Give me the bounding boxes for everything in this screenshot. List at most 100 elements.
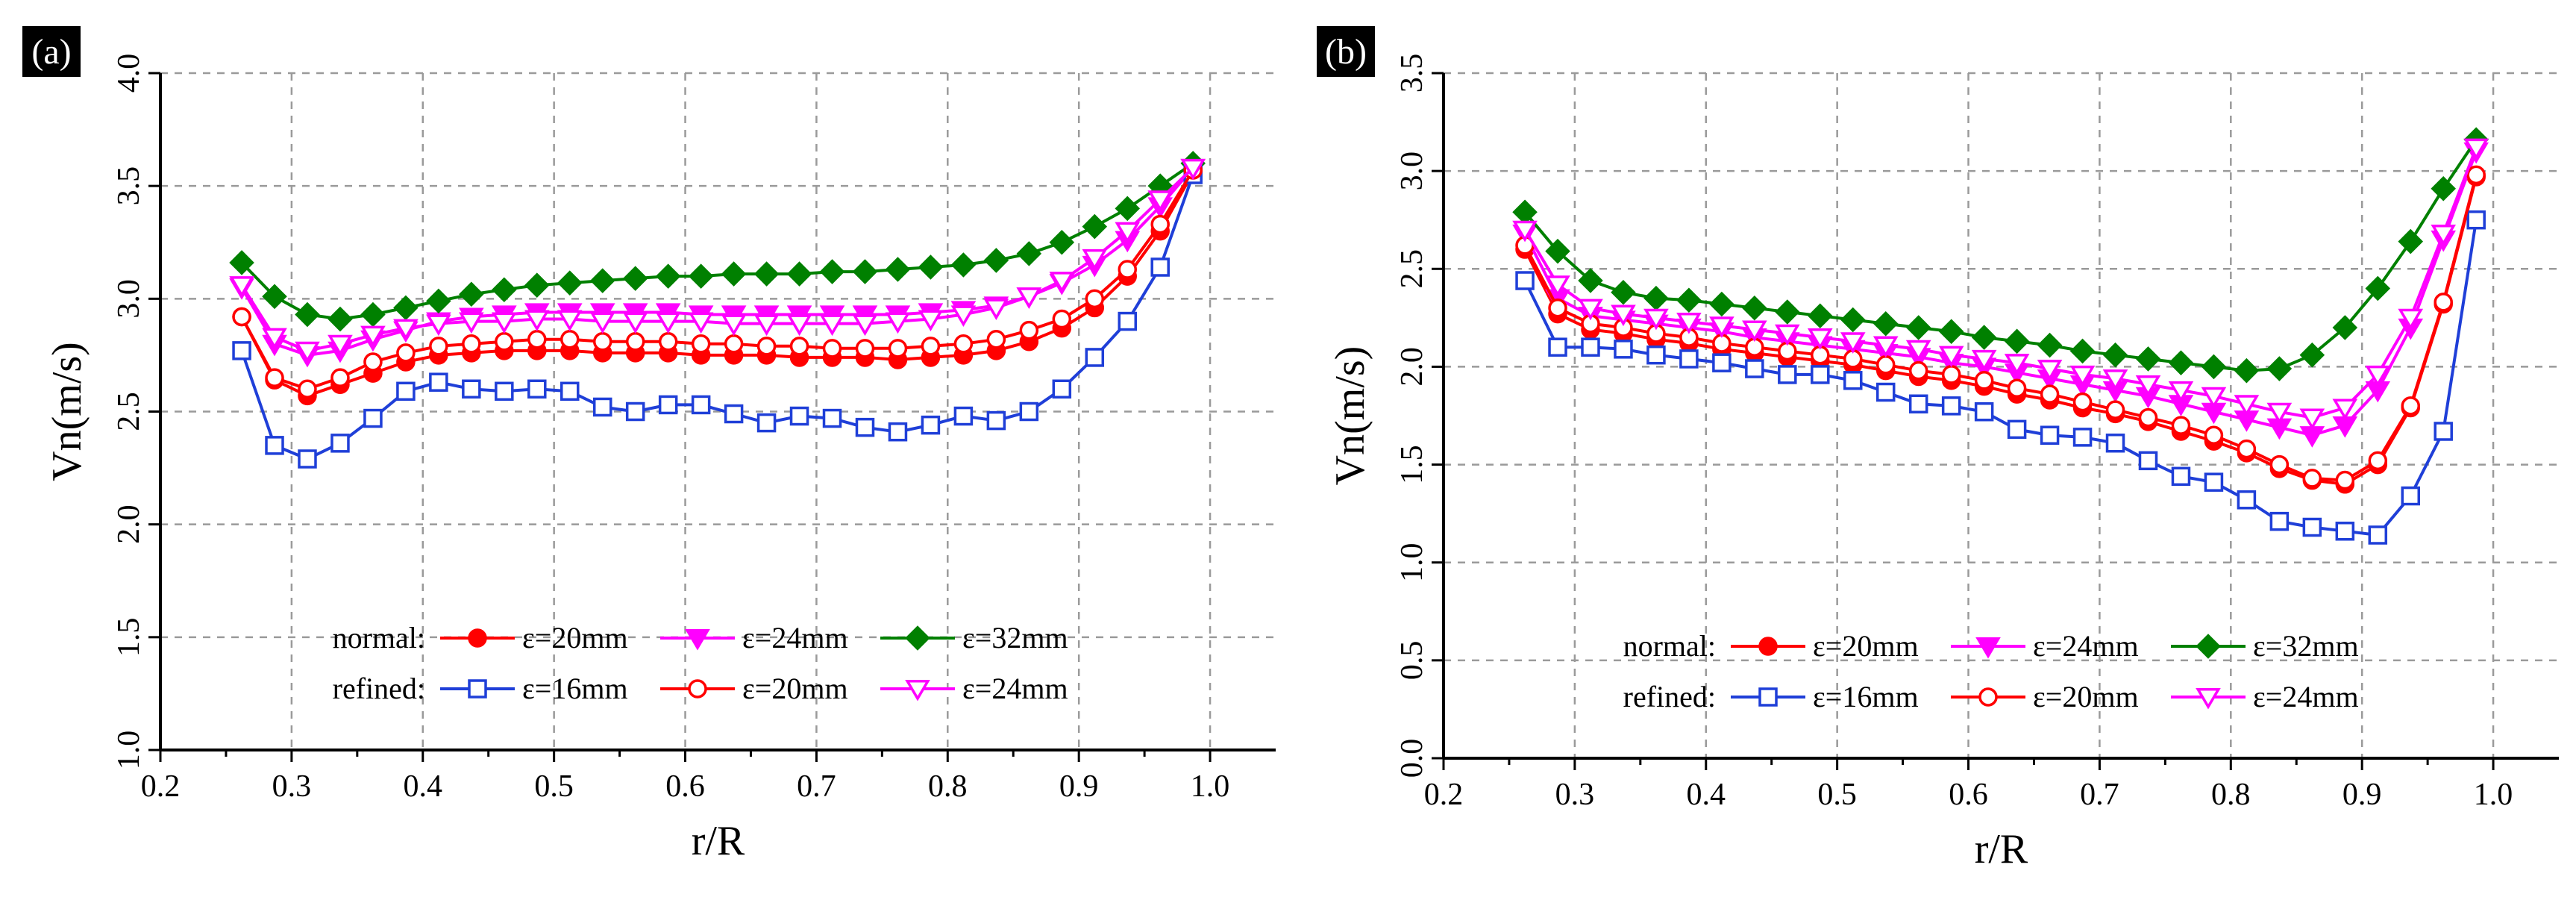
data-point: [1115, 196, 1141, 222]
data-point: [592, 332, 612, 351]
data-point: [1742, 320, 1767, 343]
data-point: [2171, 416, 2191, 435]
data-point: [1548, 337, 1567, 357]
data-point: [2105, 400, 2125, 419]
data-point: [1974, 402, 1994, 422]
data-point: [622, 312, 648, 334]
y-tick-label: 1.5: [1395, 445, 1429, 484]
data-point: [983, 299, 1009, 320]
data-point: [1875, 382, 1896, 402]
legend: normal: ε=20mm ε=24mm ε=32mm refined: ε=16mm ε…: [1623, 629, 2359, 713]
data-point: [1150, 257, 1170, 277]
legend-entry-label: ε=20mm: [2033, 680, 2139, 713]
data-point: [953, 406, 974, 426]
data-point: [1745, 359, 1764, 378]
data-point: [298, 449, 317, 469]
data-point: [2069, 365, 2096, 387]
data-point: [724, 404, 744, 424]
data-point: [2335, 470, 2355, 490]
data-point: [819, 259, 845, 284]
data-point: [328, 306, 353, 332]
series-refined-3: [232, 165, 1203, 469]
y-axis-title: Vn(m/s): [1327, 346, 1373, 486]
data-point: [295, 301, 320, 328]
data-point: [852, 314, 878, 337]
legend-row-label: refined:: [333, 672, 425, 705]
data-point: [1676, 313, 1702, 334]
legend-entry-label: ε=32mm: [2253, 629, 2359, 663]
data-point: [2368, 451, 2388, 471]
data-point: [1905, 340, 1931, 362]
data-point: [2105, 433, 2125, 453]
data-point: [2269, 454, 2290, 475]
legend-swatch-marker: [2196, 687, 2221, 710]
x-tick-label: 0.8: [928, 769, 968, 804]
data-point: [232, 307, 251, 327]
data-point: [1709, 291, 1734, 317]
data-point: [1873, 336, 1899, 358]
data-point: [721, 314, 747, 337]
data-point: [2365, 365, 2391, 387]
data-point: [1811, 365, 1830, 384]
data-point: [1082, 213, 1108, 240]
data-point: [492, 277, 517, 303]
data-point: [2335, 521, 2355, 541]
x-tick-label: 0.3: [1555, 778, 1595, 812]
data-point: [557, 270, 583, 296]
legend-entry-label: ε=20mm: [522, 621, 628, 654]
data-point: [1843, 371, 1863, 390]
x-tick-label: 0.7: [797, 769, 836, 804]
y-tick-label: 3.0: [112, 279, 146, 319]
series-refined-4: [232, 160, 1203, 399]
panel-tag-label: (b): [1325, 32, 1367, 72]
series-refined-5: [1512, 138, 2489, 431]
series-line: [1523, 176, 2478, 486]
series-refined-3: [1515, 210, 2486, 545]
data-point: [2266, 356, 2293, 381]
data-point: [1052, 379, 1072, 399]
data-point: [2234, 357, 2260, 384]
series-line: [240, 172, 1194, 398]
series-line: [240, 174, 1195, 461]
data-point: [986, 330, 1006, 349]
data-point: [2266, 402, 2293, 425]
legend-entry-label: ε=20mm: [1813, 629, 1919, 663]
y-tick-label: 2.0: [112, 504, 146, 544]
data-point: [2007, 419, 2027, 440]
data-point: [2037, 359, 2063, 381]
data-point: [855, 417, 875, 437]
data-point: [1938, 319, 1964, 344]
data-point: [789, 337, 809, 356]
data-point: [2434, 422, 2453, 441]
data-point: [1016, 287, 1042, 309]
legend: normal: ε=20mm ε=24mm ε=32mm refined: ε=16mm ε…: [333, 621, 1068, 705]
panel-tag: [22, 26, 81, 77]
data-point: [658, 332, 678, 351]
data-point: [328, 334, 353, 357]
data-point: [2434, 293, 2453, 312]
data-point: [495, 332, 514, 351]
data-point: [918, 310, 944, 332]
data-point: [459, 312, 484, 334]
data-point: [2168, 350, 2194, 375]
data-point: [2204, 472, 2224, 492]
data-point: [1548, 298, 1567, 318]
data-point: [1679, 349, 1699, 369]
x-axis-title: r/R: [692, 818, 745, 864]
data-point: [1614, 340, 1633, 359]
data-point: [918, 254, 944, 280]
data-point: [429, 372, 448, 392]
data-point: [622, 266, 648, 291]
legend-swatch-marker: [2196, 634, 2221, 659]
data-point: [1019, 401, 1039, 422]
data-point: [592, 397, 612, 417]
data-point: [363, 408, 383, 428]
data-point: [524, 310, 550, 332]
data-point: [557, 310, 583, 332]
legend-entry-label: ε=24mm: [742, 621, 848, 654]
data-point: [1808, 303, 1833, 329]
data-point: [426, 314, 451, 337]
data-point: [756, 413, 777, 433]
data-point: [396, 343, 416, 363]
data-point: [1971, 325, 1997, 350]
